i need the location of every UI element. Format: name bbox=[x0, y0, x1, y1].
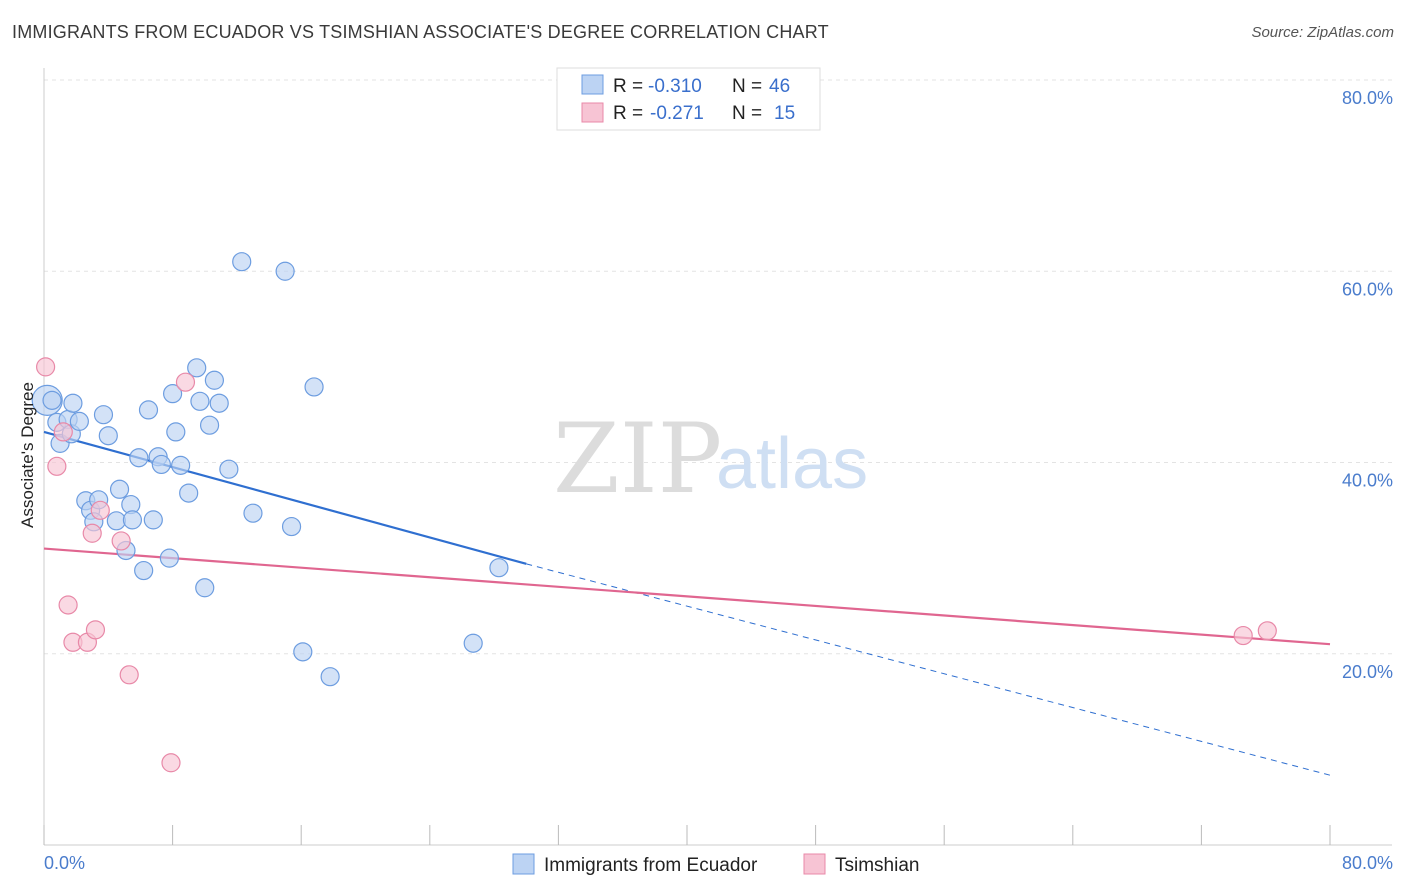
point-ecuador-5 bbox=[63, 393, 83, 413]
point-ecuador-35 bbox=[209, 393, 229, 413]
point-ecuador-31 bbox=[190, 391, 210, 411]
point-ecuador-1 bbox=[42, 390, 62, 410]
point-ecuador-36 bbox=[219, 459, 239, 479]
point-ecuador-33 bbox=[199, 415, 220, 435]
point-ecuador-29 bbox=[179, 483, 199, 503]
point-tsimshian-14 bbox=[1257, 621, 1277, 641]
trendline-layer bbox=[43, 430, 1331, 776]
points-layer bbox=[31, 252, 1277, 773]
series-legend-swatch-ecuador bbox=[512, 853, 535, 875]
point-ecuador-32 bbox=[195, 578, 215, 598]
axes-layer bbox=[43, 68, 1392, 846]
point-ecuador-40 bbox=[281, 516, 302, 537]
trendline-extension-ecuador bbox=[526, 563, 1331, 776]
point-ecuador-25 bbox=[159, 548, 179, 568]
point-ecuador-24 bbox=[151, 454, 171, 475]
point-ecuador-38 bbox=[243, 503, 263, 523]
legend-r-label-ecuador: R = bbox=[613, 76, 643, 97]
point-ecuador-13 bbox=[98, 426, 118, 446]
point-tsimshian-7 bbox=[85, 620, 106, 640]
correlation-legend: R = -0.310 N = 46 R = -0.271 N = 15 bbox=[556, 67, 821, 131]
point-tsimshian-6 bbox=[82, 523, 102, 543]
legend-r-value-ecuador: -0.310 bbox=[648, 76, 702, 97]
point-tsimshian-11 bbox=[161, 753, 181, 773]
point-ecuador-7 bbox=[69, 411, 89, 431]
legend-n-label-tsimshian: N = bbox=[732, 103, 762, 124]
series-legend-swatch-tsimshian bbox=[803, 853, 826, 875]
point-ecuador-19 bbox=[129, 448, 149, 468]
series-legend-label-ecuador: Immigrants from Ecuador bbox=[544, 855, 758, 876]
x-tick-label-min: 0.0% bbox=[44, 853, 85, 873]
point-ecuador-42 bbox=[304, 377, 324, 397]
watermark: ZIP atlas bbox=[553, 403, 868, 515]
legend-n-value-ecuador: 46 bbox=[769, 76, 790, 97]
y-tick-label-20: 20.0% bbox=[1342, 662, 1393, 682]
legend-n-label-ecuador: N = bbox=[732, 76, 762, 97]
trendline-ecuador bbox=[43, 430, 527, 565]
point-ecuador-22 bbox=[143, 510, 163, 530]
point-tsimshian-1 bbox=[47, 456, 67, 476]
point-ecuador-37 bbox=[232, 252, 252, 272]
point-ecuador-44 bbox=[463, 633, 483, 653]
tick-label-layer: 20.0% 40.0% 60.0% 80.0% 0.0% 80.0% bbox=[44, 88, 1393, 873]
point-tsimshian-8 bbox=[90, 500, 110, 520]
point-ecuador-34 bbox=[204, 370, 224, 390]
point-tsimshian-13 bbox=[1233, 625, 1253, 646]
point-ecuador-27 bbox=[166, 422, 186, 442]
watermark-atlas: atlas bbox=[716, 424, 868, 504]
series-legend: Immigrants from Ecuador Tsimshian bbox=[512, 853, 919, 876]
point-ecuador-20 bbox=[134, 560, 154, 581]
point-ecuador-41 bbox=[293, 642, 313, 662]
watermark-zip: ZIP bbox=[553, 403, 722, 515]
point-ecuador-45 bbox=[489, 558, 509, 578]
chart-title: IMMIGRANTS FROM ECUADOR VS TSIMSHIAN ASS… bbox=[12, 22, 829, 42]
point-tsimshian-10 bbox=[119, 665, 139, 685]
legend-r-value-tsimshian: -0.271 bbox=[650, 103, 704, 124]
point-ecuador-14 bbox=[106, 511, 126, 531]
point-ecuador-15 bbox=[109, 479, 130, 499]
point-tsimshian-3 bbox=[58, 595, 78, 615]
y-tick-label-80: 80.0% bbox=[1342, 88, 1393, 108]
y-tick-label-60: 60.0% bbox=[1342, 279, 1393, 299]
chart-source: Source: ZipAtlas.com bbox=[1251, 24, 1394, 41]
point-tsimshian-2 bbox=[53, 422, 73, 442]
legend-n-value-tsimshian: 15 bbox=[774, 103, 795, 124]
point-ecuador-43 bbox=[320, 667, 340, 687]
x-tick-label-max: 80.0% bbox=[1342, 853, 1393, 873]
point-ecuador-28 bbox=[171, 455, 191, 475]
trendline-tsimshian bbox=[43, 547, 1331, 646]
point-ecuador-12 bbox=[93, 405, 114, 425]
y-axis-label: Associate's Degree bbox=[18, 382, 37, 528]
point-ecuador-26 bbox=[163, 384, 183, 404]
point-ecuador-39 bbox=[275, 261, 295, 281]
point-ecuador-18 bbox=[122, 510, 143, 530]
legend-r-label-tsimshian: R = bbox=[613, 103, 643, 124]
point-tsimshian-0 bbox=[36, 357, 56, 377]
point-ecuador-30 bbox=[187, 358, 207, 378]
point-tsimshian-9 bbox=[111, 531, 131, 551]
y-tick-label-40: 40.0% bbox=[1342, 471, 1393, 491]
grid-layer bbox=[44, 79, 1392, 655]
series-legend-label-tsimshian: Tsimshian bbox=[835, 855, 919, 876]
point-tsimshian-12 bbox=[175, 372, 196, 392]
legend-swatch-ecuador bbox=[581, 74, 604, 95]
legend-swatch-tsimshian bbox=[581, 102, 604, 123]
point-ecuador-21 bbox=[138, 400, 159, 420]
